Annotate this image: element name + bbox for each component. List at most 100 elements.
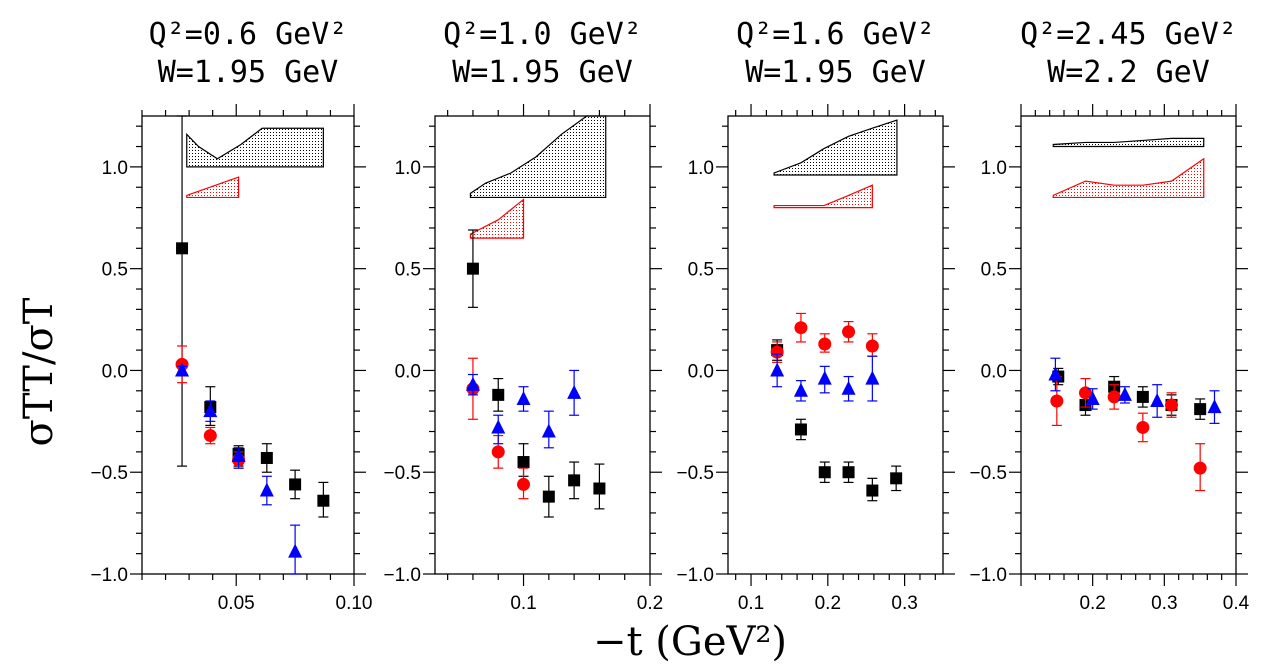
y-tick-label: −1.0 — [676, 565, 714, 586]
data-point-square — [866, 484, 879, 497]
y-tick-label: −0.5 — [383, 463, 421, 484]
data-point-square — [466, 262, 479, 275]
x-tick-label: 0.1 — [510, 593, 536, 614]
data-point-circle — [794, 321, 808, 335]
x-tick-label: 0.2 — [1079, 593, 1105, 614]
y-tick-label: 0.0 — [102, 361, 128, 382]
y-tick-label: −1.0 — [969, 565, 1007, 586]
y-tick-label: 1.0 — [102, 158, 128, 179]
systematic-band-black — [1052, 137, 1205, 148]
data-point-square — [818, 466, 831, 479]
data-point-circle — [1136, 420, 1150, 434]
data-point-triangle — [259, 482, 274, 497]
y-tick-label: 0.0 — [981, 361, 1007, 382]
x-tick-label: 0.1 — [738, 593, 764, 614]
y-tick-label: 1.0 — [688, 158, 714, 179]
systematic-band-red — [1052, 157, 1205, 199]
x-tick-label: 0.05 — [218, 593, 255, 614]
data-point-triangle — [288, 543, 303, 558]
data-point-triangle — [175, 362, 190, 377]
data-point-triangle — [541, 423, 556, 438]
panel-title-q2: Q²=0.6 GeV² — [149, 17, 348, 52]
panel-title-w: W=1.95 GeV — [745, 55, 926, 90]
data-point-circle — [865, 339, 879, 353]
data-point-circle — [517, 477, 531, 491]
panel-frame — [727, 115, 944, 575]
y-tick-label: −1.0 — [90, 565, 128, 586]
data-point-triangle — [817, 370, 832, 385]
panel-frame — [141, 115, 355, 575]
x-tick-label: 0.10 — [336, 593, 373, 614]
data-point-circle — [491, 445, 505, 459]
data-point-circle — [818, 337, 832, 351]
x-tick-label: 0.4 — [1223, 593, 1250, 614]
y-tick-label: −0.5 — [90, 463, 128, 484]
data-point-triangle — [1117, 386, 1132, 401]
systematic-band-red — [469, 198, 525, 239]
data-point-square — [842, 466, 855, 479]
x-tick-label: 0.3 — [891, 593, 917, 614]
panel-frame — [434, 115, 651, 575]
y-tick-label: −0.5 — [676, 463, 714, 484]
y-tick-label: 0.5 — [981, 260, 1007, 281]
data-point-triangle — [841, 380, 856, 395]
y-tick-label: −1.0 — [383, 565, 421, 586]
systematic-band-black — [773, 119, 898, 176]
data-point-triangle — [770, 362, 785, 377]
x-axis-label: −t (GeV²) — [593, 619, 787, 664]
data-point-triangle — [491, 419, 506, 434]
data-point-triangle — [567, 384, 582, 399]
panel-frame — [1020, 115, 1237, 575]
systematic-band-red — [186, 176, 240, 199]
x-tick-label: 0.3 — [1151, 593, 1177, 614]
data-point-triangle — [1150, 392, 1165, 407]
data-point-circle — [842, 325, 856, 339]
data-point-square — [794, 423, 807, 436]
panel-title-q2: Q²=1.0 GeV² — [443, 17, 642, 52]
x-tick-label: 0.2 — [815, 593, 841, 614]
panels-group: Q²=0.6 GeV² W=1.95 GeV 1.0 0.5 0.0 −0.5 −1.0 0.… — [90, 17, 1249, 614]
data-point-square — [260, 451, 273, 464]
data-point-circle — [1079, 386, 1092, 400]
data-point-square — [890, 472, 903, 485]
y-tick-label: 0.5 — [102, 260, 128, 281]
y-tick-label: 0.5 — [688, 260, 714, 281]
data-point-circle — [1165, 398, 1178, 412]
y-tick-label: −0.5 — [969, 463, 1007, 484]
panel-title-q2: Q²=1.6 GeV² — [736, 17, 935, 52]
data-point-triangle — [1048, 366, 1063, 381]
data-point-square — [517, 456, 530, 469]
systematic-band-black — [186, 127, 324, 168]
data-point-circle — [1050, 394, 1064, 408]
data-point-square — [1136, 390, 1149, 403]
data-point-square — [1194, 403, 1207, 416]
panel-title-w: W=2.2 GeV — [1047, 55, 1210, 90]
data-point-circle — [1107, 390, 1121, 404]
y-axis-label: σTT/σT — [16, 297, 62, 446]
data-point-square — [568, 474, 581, 487]
data-point-square — [593, 482, 606, 495]
data-point-triangle — [1207, 399, 1222, 414]
data-point-circle — [203, 429, 217, 443]
data-point-triangle — [865, 370, 880, 385]
data-point-circle — [1193, 461, 1207, 475]
y-tick-label: 0.0 — [688, 361, 714, 382]
panel-title-q2: Q²=2.45 GeV² — [1020, 17, 1237, 52]
data-point-circle — [770, 345, 784, 359]
systematic-band-black — [469, 115, 607, 199]
data-point-square — [542, 490, 555, 503]
y-tick-label: 0.5 — [395, 260, 421, 281]
data-point-triangle — [516, 390, 531, 405]
x-tick-label: 0.2 — [637, 593, 663, 614]
data-point-square — [492, 388, 505, 401]
data-point-square — [289, 478, 302, 491]
y-tick-label: 0.0 — [395, 361, 421, 382]
y-tick-label: 1.0 — [395, 158, 421, 179]
data-point-triangle — [465, 376, 480, 391]
data-point-triangle — [793, 382, 808, 397]
